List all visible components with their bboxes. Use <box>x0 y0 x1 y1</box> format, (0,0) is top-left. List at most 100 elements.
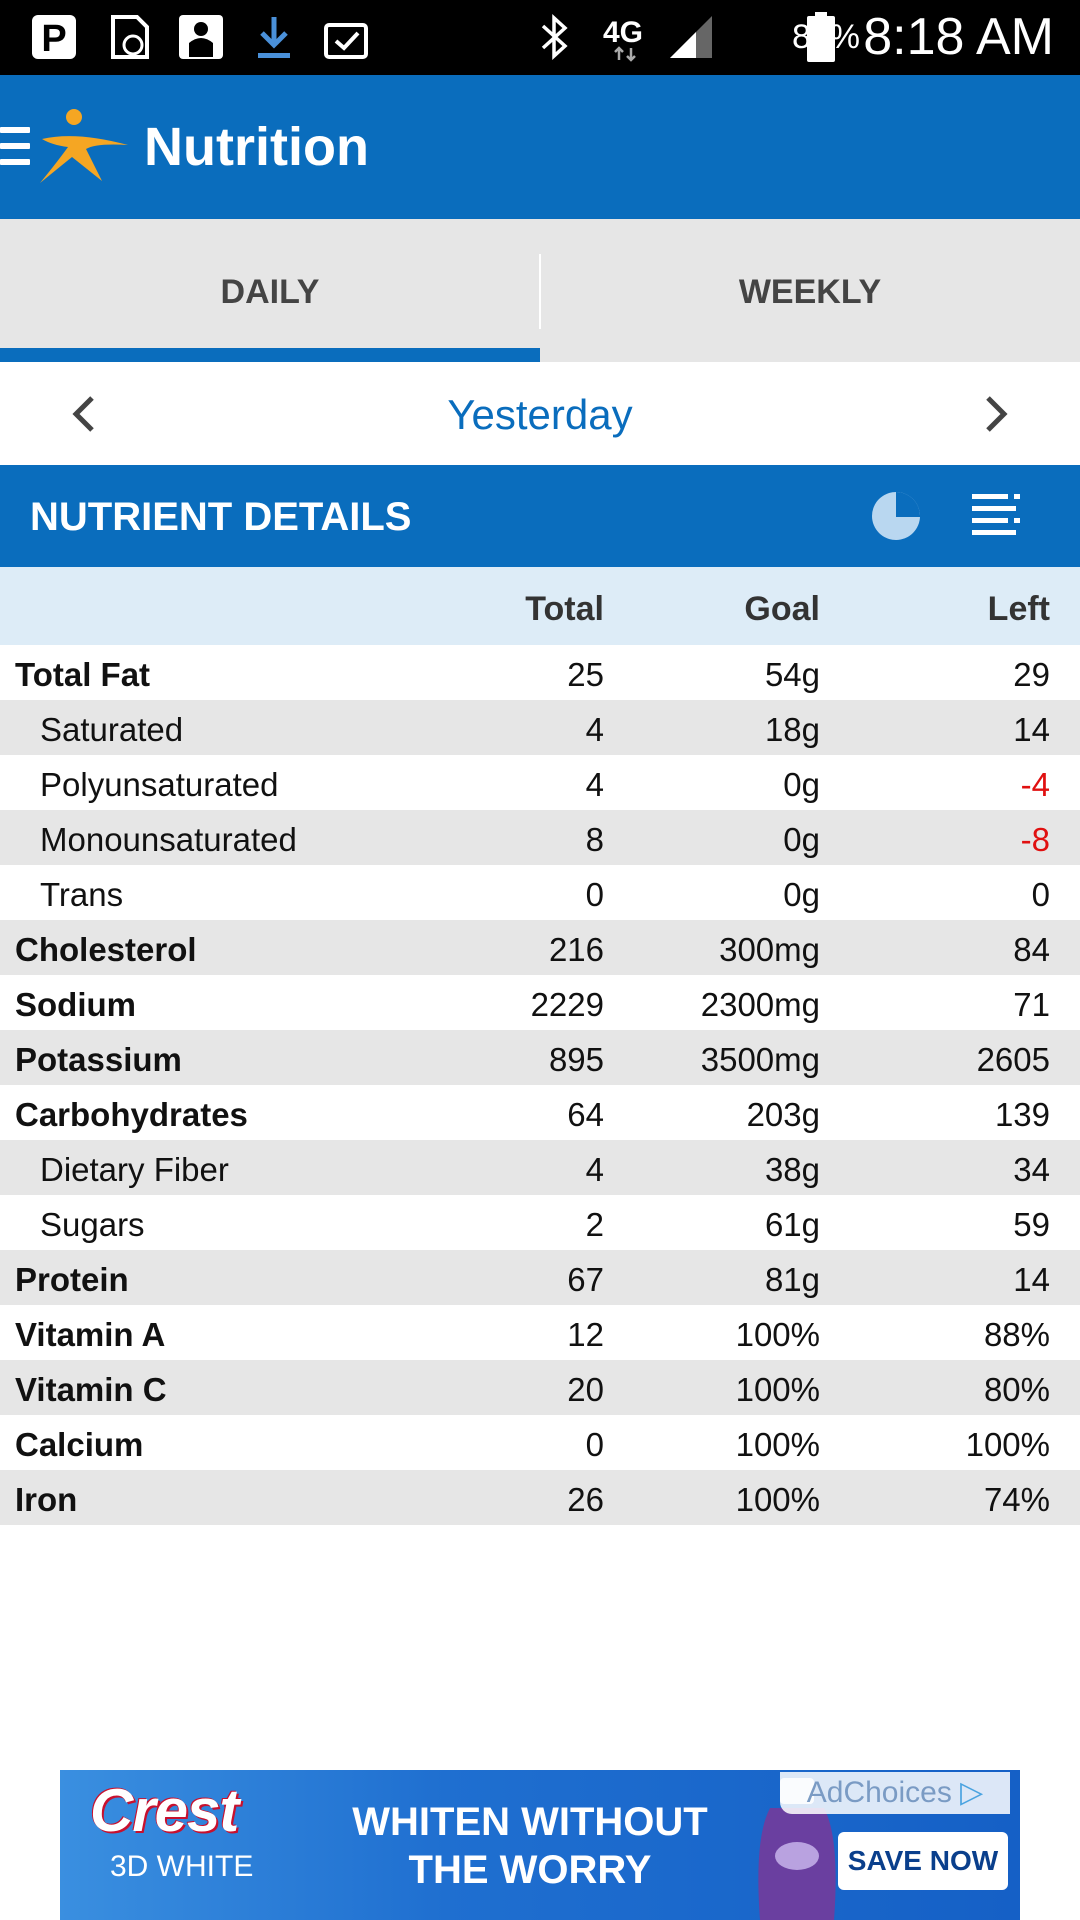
status-bar: P 4G 81% 8:18 AM <box>0 0 1080 75</box>
nutrient-total: 0 <box>585 876 604 913</box>
nutrient-left: 14 <box>1013 711 1050 748</box>
table-row: Trans 0 0g 0 <box>0 865 1080 920</box>
app-bar: Nutrition <box>0 75 1080 219</box>
tab-daily[interactable]: DAILY <box>220 273 320 311</box>
ad-headline: WHITEN WITHOUT THE WORRY <box>330 1798 730 1894</box>
svg-text:P: P <box>41 18 66 60</box>
nutrient-goal: 0g <box>783 876 820 913</box>
ad-brand: Crest <box>90 1777 239 1844</box>
nutrient-goal: 81g <box>764 1261 820 1298</box>
nutrient-name: Carbohydrates <box>15 1096 248 1133</box>
battery-icon <box>805 12 837 62</box>
nutrient-goal: 2300mg <box>700 986 820 1023</box>
parking-icon: P <box>28 12 80 62</box>
table-row: Potassium 895 3500mg 2605 <box>0 1030 1080 1085</box>
nutrient-name: Cholesterol <box>15 931 197 968</box>
ad-brand-sub: 3D WHITE <box>110 1850 254 1883</box>
nutrient-left: -8 <box>1020 821 1050 858</box>
nutrient-total: 12 <box>567 1316 604 1353</box>
nutrient-total: 2 <box>585 1206 604 1243</box>
list-view-icon[interactable] <box>970 490 1026 542</box>
adchoices-label: AdChoices <box>806 1776 952 1809</box>
sync-file-icon <box>104 12 156 62</box>
nutrient-total: 20 <box>567 1371 604 1408</box>
nutrient-left: 88% <box>983 1316 1050 1353</box>
bluetooth-icon <box>535 12 575 62</box>
nutrient-total: 216 <box>548 931 604 968</box>
nutrient-total: 67 <box>567 1261 604 1298</box>
nutrient-name: Sodium <box>15 986 136 1023</box>
nutrient-total: 4 <box>585 766 604 803</box>
table-row: Saturated 4 18g 14 <box>0 700 1080 755</box>
tab-selected-indicator <box>0 348 540 362</box>
clock: 8:18 AM <box>863 8 1054 66</box>
nutrient-total: 64 <box>567 1096 604 1133</box>
nutrient-left: 100% <box>965 1426 1050 1463</box>
nutrient-left: 29 <box>1013 656 1050 693</box>
nutrient-total: 25 <box>567 656 604 693</box>
nutrient-goal: 18g <box>764 711 820 748</box>
nutrient-goal: 100% <box>735 1316 820 1353</box>
header-goal: Goal <box>744 590 820 628</box>
tab-weekly[interactable]: WEEKLY <box>738 273 882 311</box>
svg-text:4G: 4G <box>603 16 643 49</box>
nutrient-left: 34 <box>1013 1151 1050 1188</box>
table-row: Monounsaturated 8 0g -8 <box>0 810 1080 865</box>
header-total: Total <box>525 590 604 628</box>
pie-chart-icon[interactable] <box>870 490 922 542</box>
nutrient-goal: 300mg <box>719 931 820 968</box>
nutrient-goal: 203g <box>746 1096 820 1133</box>
nutrient-left: -4 <box>1020 766 1050 803</box>
nutrient-total: 8 <box>585 821 604 858</box>
nutrient-left: 74% <box>983 1481 1050 1518</box>
nutrient-goal: 100% <box>735 1481 820 1518</box>
nutrient-left: 0 <box>1031 876 1050 913</box>
ad-banner[interactable]: Crest 3D WHITE WHITEN WITHOUT THE WORRY … <box>60 1770 1020 1920</box>
table-row: Protein 67 81g 14 <box>0 1250 1080 1305</box>
chevron-left-icon[interactable] <box>64 392 104 436</box>
nutrient-name: Vitamin C <box>15 1371 167 1408</box>
adchoices-icon: ▷ <box>960 1776 984 1809</box>
nutrient-total: 26 <box>567 1481 604 1518</box>
nutrient-total: 895 <box>548 1041 604 1078</box>
table-row: Total Fat 25 54g 29 <box>0 645 1080 700</box>
nutrient-total: 2229 <box>530 986 604 1023</box>
nutrient-name: Protein <box>15 1261 129 1298</box>
nutrient-left: 139 <box>994 1096 1050 1133</box>
table-row: Dietary Fiber 4 38g 34 <box>0 1140 1080 1195</box>
nutrient-left: 84 <box>1013 931 1050 968</box>
nutrient-goal: 54g <box>764 656 820 693</box>
table-row: Calcium 0 100% 100% <box>0 1415 1080 1470</box>
nutrient-left: 14 <box>1013 1261 1050 1298</box>
nutrient-goal: 0g <box>783 821 820 858</box>
runner-logo-icon[interactable] <box>36 105 136 185</box>
app-title: Nutrition <box>144 117 369 177</box>
tab-divider <box>539 254 541 329</box>
table-row: Polyunsaturated 4 0g -4 <box>0 755 1080 810</box>
ad-save-now-button[interactable]: SAVE NOW <box>838 1832 1008 1890</box>
table-row: Vitamin A 12 100% 88% <box>0 1305 1080 1360</box>
adchoices-link[interactable]: AdChoices ▷ <box>780 1772 1010 1814</box>
date-label[interactable]: Yesterday <box>447 391 633 438</box>
nutrient-goal: 3500mg <box>700 1041 820 1078</box>
nutrient-name: Polyunsaturated <box>40 766 279 803</box>
section-title: NUTRIENT DETAILS <box>30 495 412 539</box>
table-row: Iron 26 100% 74% <box>0 1470 1080 1525</box>
contact-card-icon <box>175 12 227 62</box>
table-row: Sodium 2229 2300mg 71 <box>0 975 1080 1030</box>
chevron-right-icon[interactable] <box>976 392 1016 436</box>
menu-icon[interactable] <box>0 127 30 167</box>
table-row: Vitamin C 20 100% 80% <box>0 1360 1080 1415</box>
nutrient-table: Total Fat 25 54g 29 Saturated 4 18g 14 Polyunsat… <box>0 645 1080 1525</box>
date-navigator: Yesterday <box>0 362 1080 465</box>
tab-bar: DAILY WEEKLY <box>0 219 1080 362</box>
table-row: Sugars 2 61g 59 <box>0 1195 1080 1250</box>
nutrient-name: Vitamin A <box>15 1316 166 1353</box>
ad-headline-line2: THE WORRY <box>408 1848 652 1892</box>
network-4g-icon: 4G <box>600 12 660 62</box>
table-row: Carbohydrates 64 203g 139 <box>0 1085 1080 1140</box>
nutrient-name: Total Fat <box>15 656 151 693</box>
ad-headline-line1: WHITEN WITHOUT <box>352 1800 708 1844</box>
nutrient-name: Monounsaturated <box>40 821 297 858</box>
nutrient-name: Saturated <box>40 711 184 748</box>
